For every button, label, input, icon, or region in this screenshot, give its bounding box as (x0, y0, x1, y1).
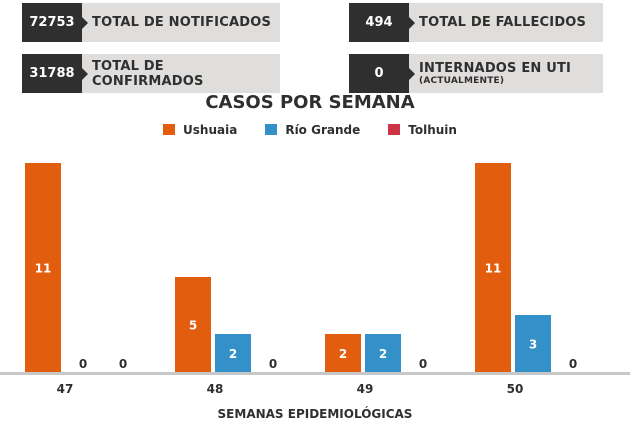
legend-item-rio-grande: Río Grande (265, 123, 360, 137)
x-axis-line (0, 372, 630, 375)
x-axis-title: SEMANAS EPIDEMIOLÓGICAS (218, 406, 413, 421)
legend-swatch (163, 124, 176, 135)
bar-ushuaia-49 (325, 334, 361, 372)
x-tick-label: 48 (207, 382, 224, 396)
bar-ushuaia-48 (175, 277, 211, 372)
stat-label: TOTAL DE NOTIFICADOS (92, 15, 272, 30)
stat-label-main: INTERNADOS EN UTI (419, 61, 572, 76)
legend-item-tolhuin: Tolhuin (388, 123, 457, 137)
bar-río-grande-50 (515, 315, 551, 372)
stat-label: INTERNADOS EN UTI (ACTUALMENTE) (409, 61, 571, 86)
stat-confirmados: 31788 TOTAL DE CONFIRMADOS (22, 54, 280, 93)
data-label: 5 (189, 319, 197, 333)
stat-sublabel: (ACTUALMENTE) (419, 76, 505, 86)
stat-label: TOTAL DE FALLECIDOS (419, 15, 587, 30)
data-label: 0 (119, 357, 127, 371)
legend-swatch (265, 124, 278, 135)
data-label: 2 (339, 347, 347, 361)
stat-value: 494 (349, 3, 415, 42)
bar-río-grande-48 (215, 334, 251, 372)
stat-value: 72753 (22, 3, 88, 42)
data-label: 0 (569, 357, 577, 371)
data-label: 2 (229, 347, 237, 361)
data-label: 0 (269, 357, 277, 371)
legend-label: Río Grande (285, 123, 361, 137)
chart-title: CASOS POR SEMANA (205, 92, 415, 113)
stat-notificados: 72753 TOTAL DE NOTIFICADOS (22, 3, 280, 42)
x-tick-label: 47 (57, 382, 74, 396)
legend-item-ushuaia: Ushuaia (163, 123, 237, 137)
data-label: 0 (419, 357, 427, 371)
legend-swatch (388, 124, 401, 135)
stat-value: 31788 (22, 54, 88, 93)
legend-label: Ushuaia (183, 123, 238, 137)
x-tick-label: 50 (507, 382, 524, 396)
x-tick-label: 49 (357, 382, 374, 396)
legend: Ushuaia Río Grande Tolhuin (0, 123, 620, 137)
data-label: 0 (79, 357, 87, 371)
bar-ushuaia-47 (25, 163, 61, 372)
stat-fallecidos: 494 TOTAL DE FALLECIDOS (349, 3, 603, 42)
data-label: 3 (529, 338, 537, 352)
data-label: 11 (35, 262, 52, 276)
bar-río-grande-49 (365, 334, 401, 372)
legend-label: Tolhuin (408, 123, 457, 137)
data-label: 11 (485, 262, 502, 276)
stat-value: 0 (349, 54, 415, 93)
data-label: 2 (379, 347, 387, 361)
stat-label: TOTAL DE CONFIRMADOS (91, 58, 204, 89)
stat-internados-uti: 0 INTERNADOS EN UTI (ACTUALMENTE) (349, 54, 603, 93)
bar-ushuaia-50 (475, 163, 511, 372)
